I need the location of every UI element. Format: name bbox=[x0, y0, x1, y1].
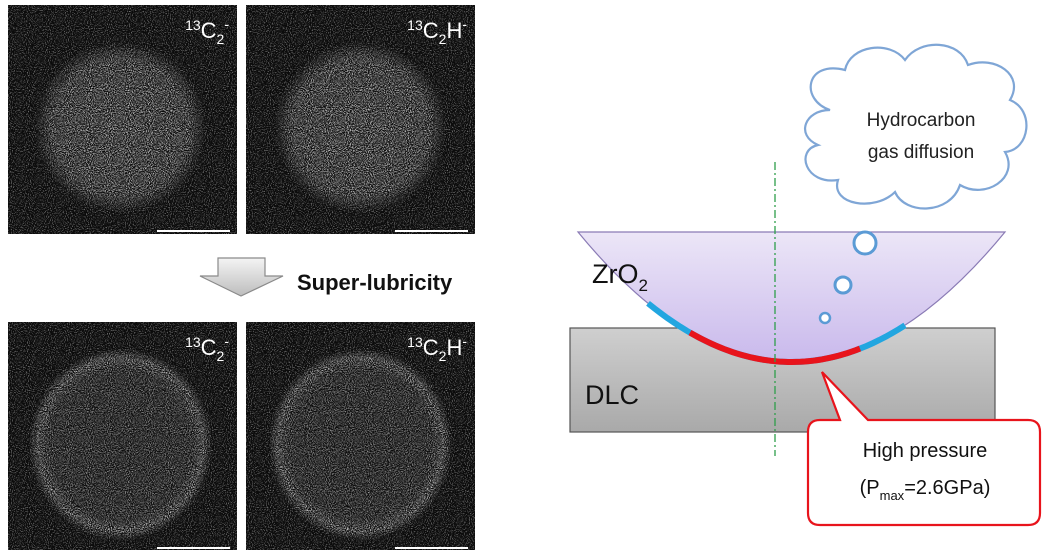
label-base: C bbox=[201, 18, 217, 43]
label-sub: 2 bbox=[217, 31, 225, 47]
bubble bbox=[820, 313, 830, 323]
callout-sub: max bbox=[880, 488, 905, 503]
label-sup: - bbox=[224, 16, 229, 32]
sims-image: 13C2H- bbox=[246, 322, 475, 550]
bubble bbox=[835, 277, 851, 293]
label-sup: - bbox=[462, 16, 467, 32]
callout-rest: =2.6GPa) bbox=[904, 477, 990, 499]
label-base: C bbox=[423, 18, 439, 43]
cloud-text: gas diffusion bbox=[868, 142, 974, 163]
label-mass: 13 bbox=[407, 17, 423, 33]
label-tail: H bbox=[446, 18, 462, 43]
sims-image: 13C2- bbox=[8, 5, 237, 234]
sims-image: 13C2H- bbox=[246, 5, 475, 234]
label-base: C bbox=[201, 335, 217, 360]
lens-label-sub: 2 bbox=[639, 276, 648, 295]
substrate-label: DLC bbox=[585, 380, 639, 410]
label-mass: 13 bbox=[407, 334, 423, 350]
callout-line1: High pressure bbox=[863, 440, 988, 462]
label-sub: 2 bbox=[439, 348, 447, 364]
figure: Super-lubricity DLC ZrO2 Hydrocarbon gas… bbox=[0, 0, 1047, 550]
label-sup: - bbox=[224, 333, 229, 349]
label-mass: 13 bbox=[185, 334, 201, 350]
bubble bbox=[854, 232, 876, 254]
label-mass: 13 bbox=[185, 17, 201, 33]
label-tail: H bbox=[446, 335, 462, 360]
sims-image: 13C2- bbox=[8, 322, 237, 550]
label-base: C bbox=[423, 335, 439, 360]
cloud-text: Hydrocarbon bbox=[867, 110, 976, 131]
callout-open: (P bbox=[860, 477, 880, 499]
down-arrow bbox=[200, 258, 283, 296]
label-sub: 2 bbox=[217, 348, 225, 364]
lens-label-base: ZrO bbox=[592, 259, 639, 289]
label-sub: 2 bbox=[439, 31, 447, 47]
arrow-label: Super-lubricity bbox=[297, 270, 453, 295]
label-sup: - bbox=[462, 333, 467, 349]
page: Super-lubricity DLC ZrO2 Hydrocarbon gas… bbox=[0, 0, 1047, 550]
